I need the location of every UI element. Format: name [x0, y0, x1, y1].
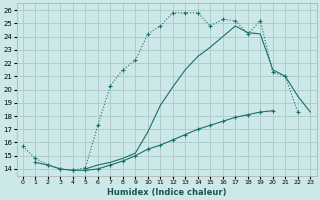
X-axis label: Humidex (Indice chaleur): Humidex (Indice chaleur) — [107, 188, 226, 197]
